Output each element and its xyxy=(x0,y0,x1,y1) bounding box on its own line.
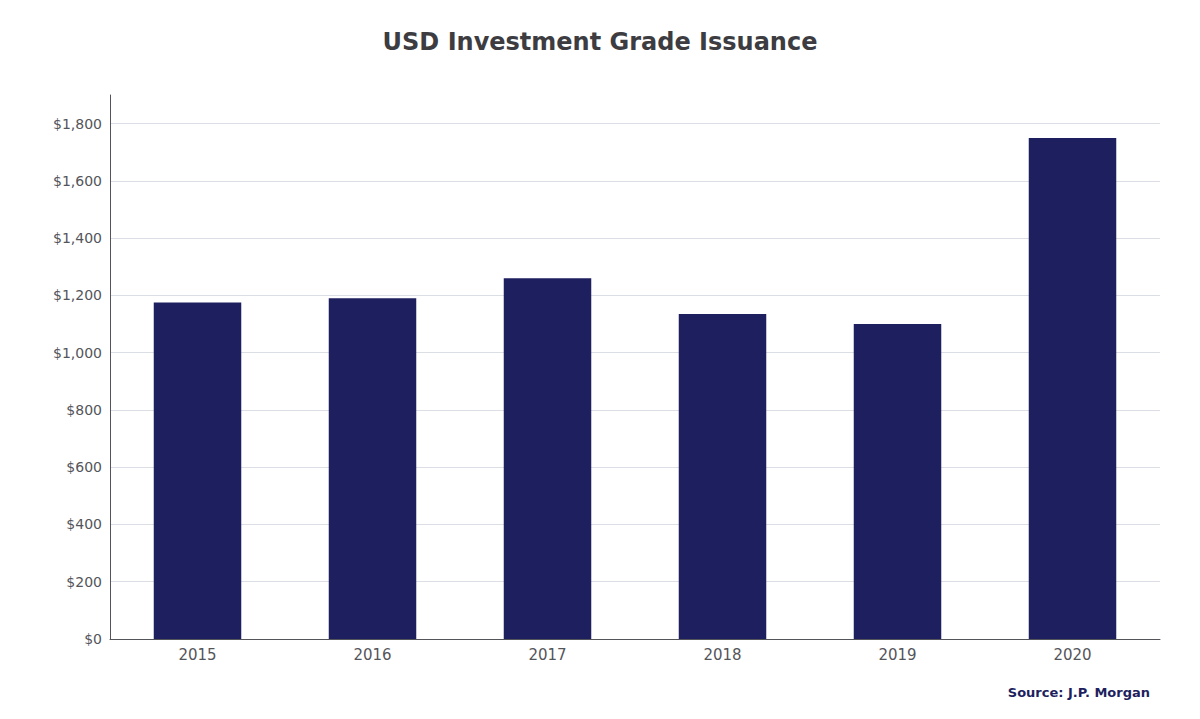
svg-text:2018: 2018 xyxy=(703,646,741,664)
svg-text:2016: 2016 xyxy=(353,646,391,664)
svg-text:$0: $0 xyxy=(84,631,102,647)
svg-text:$1,600: $1,600 xyxy=(53,173,102,189)
svg-text:$1,400: $1,400 xyxy=(53,230,102,246)
svg-text:Source: J.P. Morgan: Source: J.P. Morgan xyxy=(1008,685,1150,700)
svg-text:$200: $200 xyxy=(66,574,102,590)
svg-text:2019: 2019 xyxy=(878,646,916,664)
svg-text:2020: 2020 xyxy=(1053,646,1091,664)
svg-text:$400: $400 xyxy=(66,516,102,532)
svg-text:$1,200: $1,200 xyxy=(53,287,102,303)
svg-text:$800: $800 xyxy=(66,402,102,418)
svg-text:2017: 2017 xyxy=(528,646,566,664)
svg-text:2015: 2015 xyxy=(178,646,216,664)
svg-text:$1,000: $1,000 xyxy=(53,345,102,361)
svg-text:$1,800: $1,800 xyxy=(53,116,102,132)
svg-text:$600: $600 xyxy=(66,459,102,475)
svg-text:USD Investment Grade Issuance: USD Investment Grade Issuance xyxy=(383,28,818,56)
